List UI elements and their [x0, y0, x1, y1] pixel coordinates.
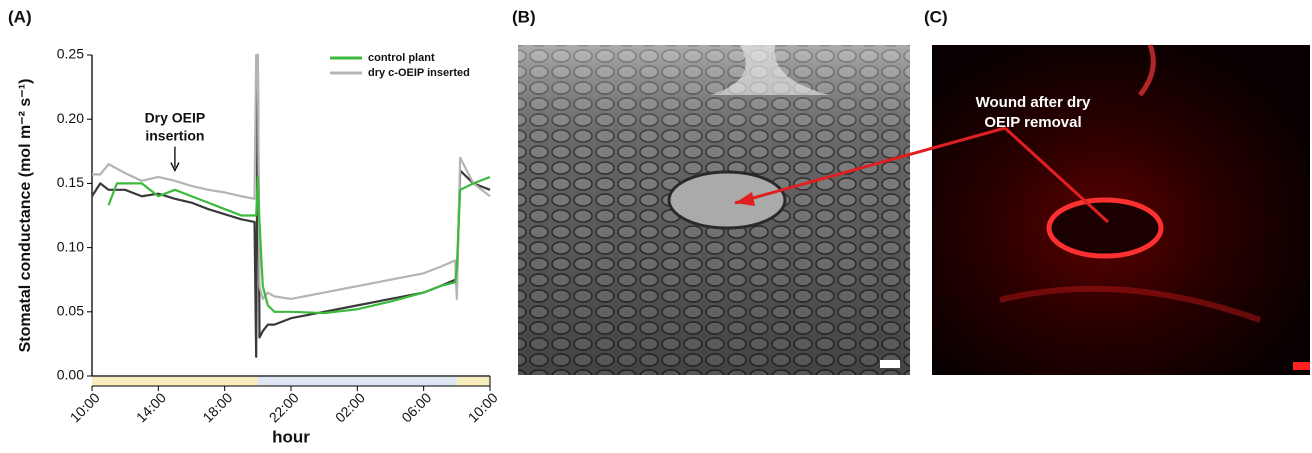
y-tick-label: 0.20	[57, 110, 84, 126]
x-tick-label: 18:00	[199, 389, 235, 425]
light-period	[258, 377, 457, 386]
annotation: OEIP removal	[984, 114, 1081, 131]
light-period	[92, 377, 258, 386]
y-tick-label: 0.15	[57, 174, 84, 190]
series-line	[109, 177, 490, 313]
y-tick-label: 0.10	[57, 238, 84, 254]
annotation: insertion	[145, 127, 204, 143]
legend-label: control plant	[368, 52, 435, 64]
legend-label: dry c-OEIP inserted	[368, 67, 470, 79]
annotation: Dry OEIP	[145, 109, 206, 125]
chart: 0.00 0.05 0.10 0.15 0.20 0.25 10:00 14:00 18:00 2…	[17, 46, 501, 447]
x-axis-title: hour	[272, 427, 310, 446]
x-tick-label: 10:00	[465, 389, 501, 425]
panel-label: (C)	[924, 7, 948, 26]
micrograph-b	[518, 45, 910, 375]
y-tick-label: 0.25	[57, 46, 84, 62]
x-tick-label: 06:00	[398, 389, 434, 425]
light-period	[457, 377, 490, 386]
figure: (A) (B) (C) 0.00 0.05 0.10 0.15 0.20 0.25 10:0…	[0, 0, 1312, 448]
x-tick-label: 14:00	[133, 389, 169, 425]
y-axis-title: Stomatal conductance (mol m⁻² s⁻¹)	[17, 79, 34, 353]
panel-label: (B)	[512, 7, 536, 26]
annotation: Wound after dry	[976, 94, 1091, 111]
y-tick-label: 0.05	[57, 303, 84, 319]
x-tick-label: 02:00	[332, 389, 368, 425]
series-line	[92, 55, 490, 299]
y-tick-label: 0.00	[57, 367, 84, 383]
x-tick-label: 10:00	[67, 389, 103, 425]
x-tick-label: 22:00	[266, 389, 302, 425]
panel-label: (A)	[8, 7, 32, 26]
